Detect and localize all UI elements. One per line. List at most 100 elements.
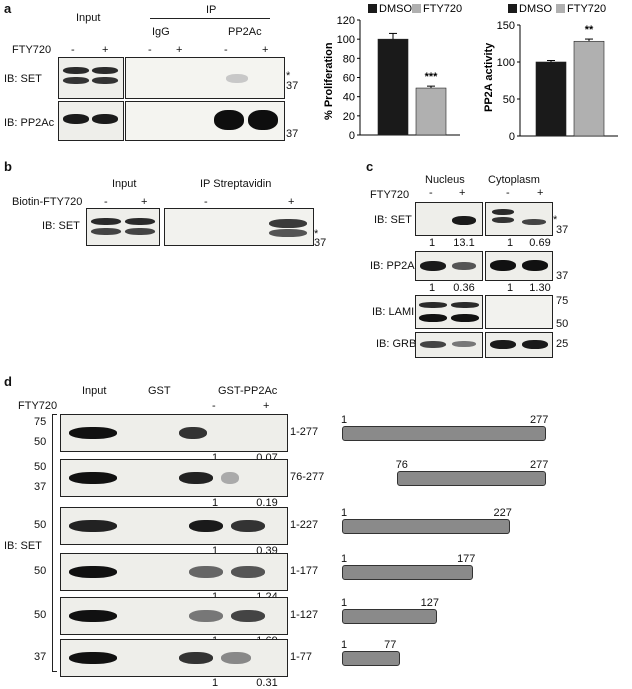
lane-sign: +	[262, 44, 269, 56]
star-marker: *	[553, 214, 558, 226]
band	[91, 218, 121, 225]
band	[92, 67, 118, 74]
blot-d-1-127	[60, 597, 288, 635]
band	[125, 228, 155, 235]
lane-sign: -	[204, 196, 208, 208]
bar-dmso	[535, 61, 567, 137]
band	[522, 260, 548, 271]
y-tick-label: 50	[503, 94, 515, 106]
y-axis-label: % Proliferation	[323, 42, 335, 120]
band	[189, 520, 223, 532]
band	[221, 652, 251, 664]
band	[179, 652, 213, 664]
chart-proliferation: DMSO FTY720 % Proliferation 0 20 40 60 80 100…	[323, 3, 462, 142]
quant-value: 1	[211, 677, 219, 689]
lane-sign: -	[506, 187, 510, 199]
blot-c-pp2ac-cytoplasm	[485, 251, 553, 281]
blot-c-set-nucleus	[415, 202, 483, 236]
blot-d-1-77	[60, 639, 288, 677]
domain-bar	[342, 565, 474, 580]
band	[269, 219, 307, 228]
blot-b-ip	[164, 208, 314, 246]
band	[451, 314, 479, 322]
header-cytoplasm: Cytoplasm	[488, 174, 540, 186]
domain-start: 1	[341, 639, 348, 651]
band	[522, 340, 548, 349]
chart-pp2a-activity: DMSO FTY720 PP2A activity 0 50 100 150 **	[483, 3, 618, 143]
band	[452, 216, 476, 225]
band	[490, 260, 516, 271]
ip-bracket-line	[150, 18, 270, 19]
band	[420, 341, 446, 348]
band	[69, 427, 117, 439]
y-tick-label: 120	[337, 15, 355, 27]
domain-bar	[342, 426, 546, 441]
domain-start: 1	[341, 507, 348, 519]
quant-value: 0.31	[256, 677, 278, 689]
row-label-ib-set: IB: SET	[4, 540, 42, 552]
domain-start: 76	[395, 459, 408, 471]
blot-b-input	[86, 208, 160, 246]
significance-marker: **	[585, 24, 594, 36]
construct-label: 1-177	[290, 565, 319, 577]
row-label-ib-set: IB: SET	[42, 220, 80, 232]
fty720-label: FTY720	[370, 189, 410, 201]
band	[63, 114, 89, 124]
blot-d-1-227	[60, 507, 288, 545]
band	[63, 77, 89, 84]
band	[492, 217, 514, 223]
blot-a-set-input	[58, 57, 124, 99]
header-input: Input	[76, 12, 101, 24]
legend-dmso: DMSO	[379, 3, 412, 15]
domain-bar	[342, 609, 437, 624]
band	[189, 610, 223, 622]
quant-value: 0.19	[256, 497, 278, 509]
bar-fty720	[573, 40, 605, 137]
row-label-ib-pp2ac: IB: PP2Ac	[4, 117, 55, 129]
mw-marker: 37	[314, 237, 327, 249]
header-gst-pp2ac: GST-PP2Ac	[218, 385, 278, 397]
band	[221, 472, 239, 484]
band	[269, 229, 307, 237]
row-label-ib-lamin: IB: LAMIN	[372, 306, 423, 318]
ib-set-bracket	[52, 414, 57, 672]
mw-marker: 50	[34, 461, 47, 473]
band	[63, 67, 89, 74]
legend-swatch-dmso	[508, 4, 517, 13]
header-input: Input	[82, 385, 107, 397]
y-tick-label: 0	[509, 131, 515, 143]
lane-sign: +	[176, 44, 183, 56]
fty720-label: FTY720	[18, 400, 58, 412]
lane-sign: +	[141, 196, 148, 208]
mw-marker: 37	[34, 651, 47, 663]
domain-end: 227	[493, 507, 512, 519]
construct-label: 1-127	[290, 609, 319, 621]
band	[231, 566, 265, 578]
band	[420, 261, 446, 271]
lane-sign: -	[212, 400, 216, 412]
quant-value: 1	[211, 545, 219, 557]
construct-label: 1-227	[290, 519, 319, 531]
lane-sign: +	[459, 187, 466, 199]
quant-value: 1	[211, 497, 219, 509]
y-axis-label: PP2A activity	[483, 42, 495, 112]
lane-sign: +	[102, 44, 109, 56]
band	[452, 341, 476, 347]
band	[522, 219, 546, 225]
construct-label: 1-77	[290, 651, 313, 663]
quant-value: 13.1	[453, 237, 475, 249]
domain-bar	[342, 651, 401, 666]
legend-swatch-fty720	[556, 4, 565, 13]
band	[419, 314, 447, 322]
lane-sign: +	[537, 187, 544, 199]
row-label-ib-pp2ac: IB: PP2Ac	[370, 260, 421, 272]
mw-marker: 37	[286, 80, 299, 92]
legend-fty720: FTY720	[567, 3, 606, 15]
blot-d-1-277	[60, 414, 288, 452]
mw-marker: 50	[556, 318, 569, 330]
mw-marker: 37	[556, 224, 569, 236]
row-label-ib-set: IB: SET	[374, 214, 412, 226]
y-tick-label: 20	[343, 111, 355, 123]
band	[452, 262, 476, 270]
row-label-ib-set: IB: SET	[4, 73, 42, 85]
